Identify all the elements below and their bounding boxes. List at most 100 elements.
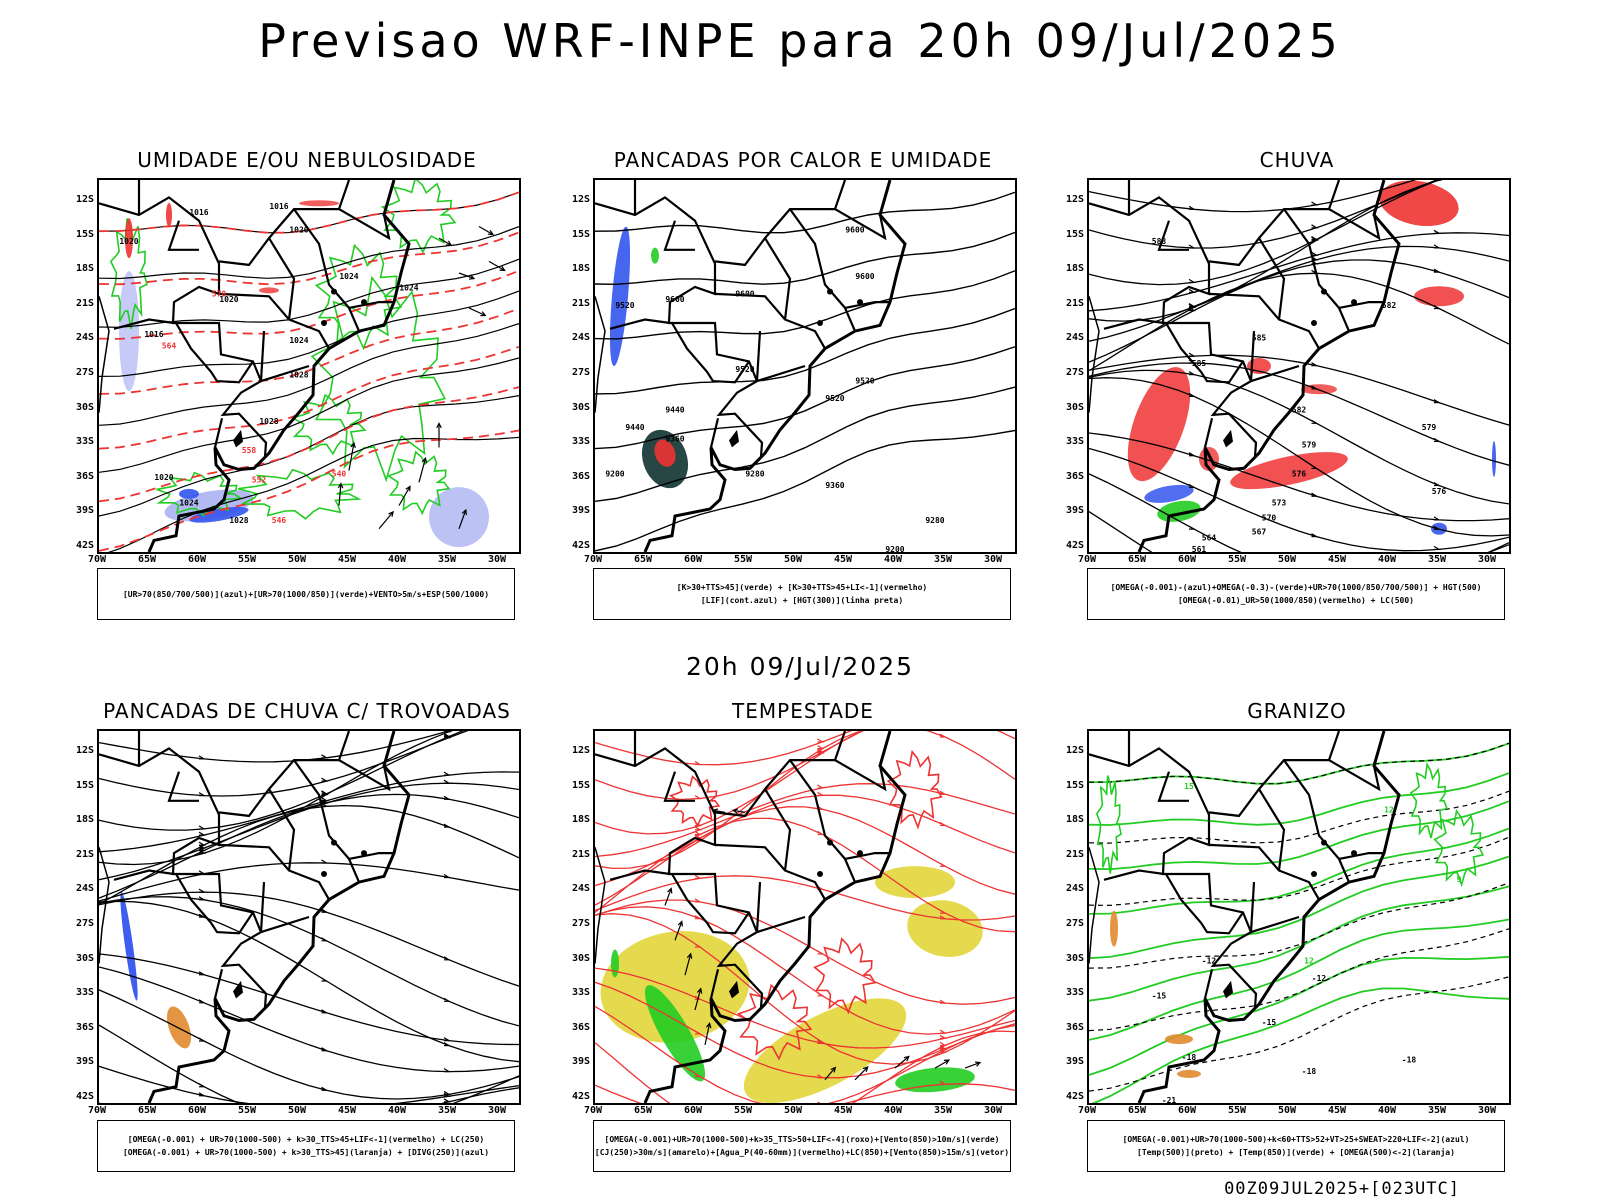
latitude-label: 12S xyxy=(75,745,94,756)
contour-label: 1028 xyxy=(229,516,248,525)
contour-label: 9600 xyxy=(845,225,864,234)
contour-label: 585 xyxy=(1252,333,1267,342)
longitude-label: 35W xyxy=(933,554,953,565)
legend-line: [OMEGA(-0.001) + UR>70(1000-500) + k>30_… xyxy=(122,1148,490,1157)
latitude-label: 42S xyxy=(571,540,590,551)
contour-label: 561 xyxy=(1192,545,1207,552)
contour-label: 1024 xyxy=(339,272,358,281)
legend-line: [Temp(500)](preto) + [Temp(850)](verde) … xyxy=(1137,1148,1455,1157)
panel-title: PANCADAS DE CHUVA C/ TROVOADAS xyxy=(103,699,511,723)
latitude-label: 30S xyxy=(75,952,94,964)
latitude-label: 15S xyxy=(75,779,94,791)
latitude-label: 24S xyxy=(1065,332,1084,344)
contour-label: 546 xyxy=(272,516,287,525)
contour-label: 582 xyxy=(1382,301,1397,310)
map-canvas xyxy=(595,731,1015,1103)
forecast-map: 588 585 585 582 579 576 573 570 567 564 561 582 579 5… xyxy=(1087,178,1511,554)
contour-label: -12 xyxy=(1312,974,1327,983)
latitude-label: 27S xyxy=(75,367,94,378)
contour-label: 1020 xyxy=(119,237,138,246)
forecast-map: 1016 1016 1020 1020 1024 1024 1024 1028 1028 1020… xyxy=(97,178,521,554)
contour-label: 9520 xyxy=(735,365,754,374)
longitude-label: 70W xyxy=(583,1105,603,1116)
longitude-label: 55W xyxy=(1227,554,1247,565)
longitude-label: 30W xyxy=(983,1105,1003,1116)
longitude-label: 55W xyxy=(237,554,257,565)
contour-label: 9280 xyxy=(925,516,944,525)
longitude-label: 40W xyxy=(883,554,903,565)
panel-title: PANCADAS POR CALOR E UMIDADE xyxy=(613,148,993,172)
latitude-label: 18S xyxy=(75,263,94,275)
contour-label: 576 xyxy=(1432,487,1447,496)
contour-label: 9360 xyxy=(825,481,844,490)
contour-label: 9520 xyxy=(825,394,844,403)
contour-label: 9520 xyxy=(615,301,634,310)
contour-label: 1020 xyxy=(154,473,173,482)
map-canvas xyxy=(99,731,519,1103)
legend-line: [OMEGA(-0.001)+UR>70(1000-500)+k>35_TTS>… xyxy=(604,1135,1000,1144)
latitude-label: 33S xyxy=(75,436,94,448)
longitude-label: 70W xyxy=(87,1105,107,1116)
longitude-label: 45W xyxy=(833,554,853,565)
latitude-label: 15S xyxy=(1065,228,1084,240)
contour-label: 564 xyxy=(162,342,177,351)
longitude-label: 55W xyxy=(1227,1105,1247,1116)
contour-label: 9200 xyxy=(885,545,904,552)
legend-line: [LIF](cont.azul) + [HGT(300)](linha pret… xyxy=(700,596,904,605)
contour-label: 1016 xyxy=(269,202,288,211)
contour-label: 540 xyxy=(332,469,347,478)
latitude-label: 18S xyxy=(1065,263,1084,275)
longitude-label: 50W xyxy=(783,1105,803,1116)
latitude-label: 21S xyxy=(571,848,590,860)
map-canvas: 9600 9600 9600 9600 9520 9520 9520 9440 9440 9360… xyxy=(595,180,1015,552)
contour-label: 570 xyxy=(212,289,227,298)
latitude-label: 39S xyxy=(571,505,590,517)
latitude-label: 21S xyxy=(75,848,94,860)
longitude-label: 60W xyxy=(187,554,207,565)
latitude-label: 24S xyxy=(1065,883,1084,895)
latitude-label: 12S xyxy=(1065,194,1084,205)
panel-title: UMIDADE E/OU NEBULOSIDADE xyxy=(137,148,477,172)
longitude-label: 65W xyxy=(633,554,653,565)
latitude-label: 12S xyxy=(571,194,590,205)
latitude-label: 39S xyxy=(1065,505,1084,517)
contour-label: 1024 xyxy=(179,499,198,508)
latitude-label: 42S xyxy=(75,540,94,551)
legend-line: [OMEGA(-0.001)+UR>70(1000-500)+k<60+TTS>… xyxy=(1122,1135,1470,1144)
latitude-label: 15S xyxy=(75,228,94,240)
legend-line: [OMEGA(-0.01)_UR>50(1000/850)(vermelho) … xyxy=(1177,596,1414,605)
longitude-label: 45W xyxy=(833,1105,853,1116)
contour-label: 1016 xyxy=(189,208,208,217)
longitude-label: 55W xyxy=(237,1105,257,1116)
latitude-label: 33S xyxy=(1065,987,1084,999)
contour-label: 573 xyxy=(1272,499,1287,508)
latitude-label: 27S xyxy=(571,918,590,929)
contour-label: 15 xyxy=(1184,782,1194,791)
contour-label: 12 xyxy=(1384,805,1394,814)
longitude-label: 60W xyxy=(683,554,703,565)
longitude-label: 70W xyxy=(583,554,603,565)
longitude-label: 45W xyxy=(337,554,357,565)
contour-label: 1028 xyxy=(289,371,308,380)
latitude-label: 21S xyxy=(571,297,590,309)
longitude-label: 65W xyxy=(1127,1105,1147,1116)
latitude-label: 33S xyxy=(75,987,94,999)
legend-line: [OMEGA(-0.001)-(azul)+OMEGA(-0.3)-(verde… xyxy=(1110,583,1482,592)
contour-label: -18 xyxy=(1182,1053,1197,1062)
legend-line: [K>30+TTS>45](verde) + [K>30+TTS>45+LI<-… xyxy=(676,583,928,592)
longitude-label: 65W xyxy=(1127,554,1147,565)
legend-box: [UR>70(850/700/500)](azul)+[UR>70(1000/8… xyxy=(97,568,515,620)
longitude-label: 55W xyxy=(733,554,753,565)
contour-label: 9 xyxy=(1457,875,1462,884)
latitude-label: 42S xyxy=(75,1091,94,1102)
latitude-label: 18S xyxy=(1065,814,1084,826)
contour-label: 9440 xyxy=(625,423,644,432)
longitude-label: 30W xyxy=(1477,554,1497,565)
contour-label: 9600 xyxy=(665,295,684,304)
latitude-label: 18S xyxy=(571,263,590,275)
latitude-label: 30S xyxy=(571,952,590,964)
contour-label: 567 xyxy=(1252,528,1267,537)
contour-label: 570 xyxy=(1262,514,1277,523)
latitude-label: 33S xyxy=(571,987,590,999)
longitude-label: 40W xyxy=(387,1105,407,1116)
